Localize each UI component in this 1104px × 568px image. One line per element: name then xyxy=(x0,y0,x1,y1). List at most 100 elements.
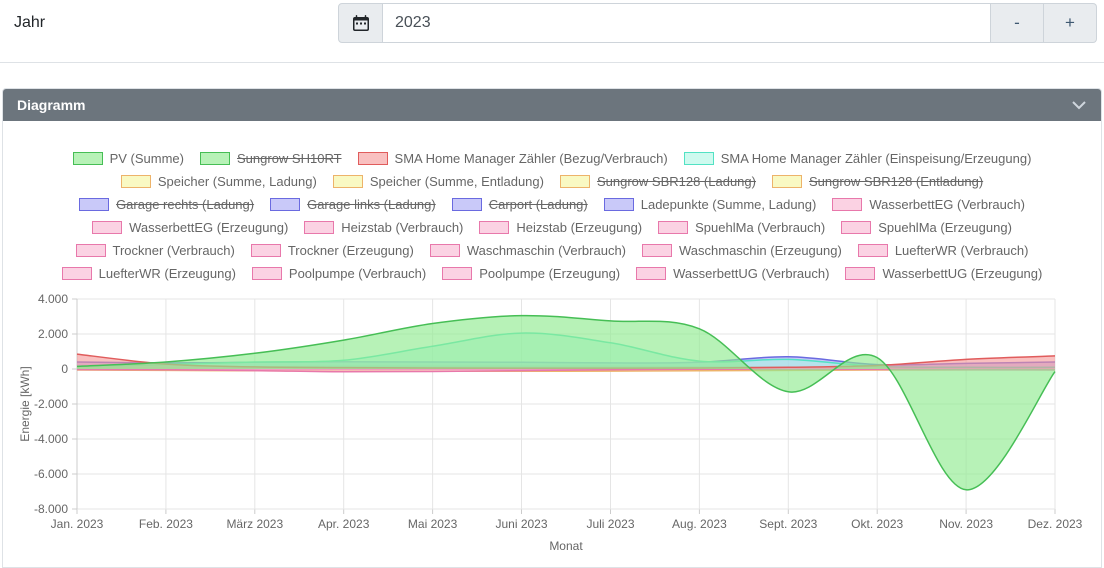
legend-item-label: Waschmaschin (Erzeugung) xyxy=(679,243,842,258)
legend-item-label: Trockner (Verbrauch) xyxy=(112,243,235,258)
legend-swatch-icon xyxy=(251,267,282,280)
legend-item-label: WasserbettUG (Erzeugung) xyxy=(882,266,1043,281)
year-input[interactable] xyxy=(383,3,991,43)
chart-legend: PV (Summe) Sungrow SH10RT SMA Home Manag… xyxy=(22,121,1082,285)
legend-item[interactable]: Garage links (Ladung) xyxy=(270,197,436,212)
diagram-panel-body: PV (Summe) Sungrow SH10RT SMA Home Manag… xyxy=(3,121,1101,553)
legend-item-label: Waschmaschin (Verbrauch) xyxy=(466,243,626,258)
legend-item[interactable]: Trockner (Erzeugung) xyxy=(250,243,414,258)
legend-item[interactable]: WasserbettEG (Erzeugung) xyxy=(92,220,288,235)
legend-item-label: Garage rechts (Ladung) xyxy=(116,197,255,212)
legend-item[interactable]: Speicher (Summe, Entladung) xyxy=(332,174,544,189)
legend-swatch-icon xyxy=(832,198,863,211)
legend-item[interactable]: Sungrow SBR128 (Entladung) xyxy=(771,174,984,189)
legend-swatch-icon xyxy=(429,244,460,257)
svg-text:Juni 2023: Juni 2023 xyxy=(495,517,547,531)
legend-item-label: Sungrow SH10RT xyxy=(237,151,342,166)
legend-item-label: Carport (Ladung) xyxy=(488,197,588,212)
legend-item[interactable]: SpuehlMa (Verbrauch) xyxy=(658,220,825,235)
legend-item[interactable]: Carport (Ladung) xyxy=(451,197,588,212)
legend-swatch-icon xyxy=(61,267,92,280)
legend-swatch-icon xyxy=(451,198,482,211)
legend-swatch-icon xyxy=(79,198,110,211)
legend-item[interactable]: SMA Home Manager Zähler (Bezug/Verbrauch… xyxy=(357,151,668,166)
legend-item[interactable]: Sungrow SBR128 (Ladung) xyxy=(559,174,756,189)
svg-text:Jan. 2023: Jan. 2023 xyxy=(51,517,104,531)
svg-text:Nov. 2023: Nov. 2023 xyxy=(939,517,993,531)
year-input-group: - + xyxy=(338,3,1097,43)
legend-swatch-icon xyxy=(845,267,876,280)
legend-swatch-icon xyxy=(771,175,802,188)
legend-item[interactable]: SpuehlMa (Erzeugung) xyxy=(841,220,1012,235)
legend-swatch-icon xyxy=(479,221,510,234)
legend-swatch-icon xyxy=(658,221,689,234)
svg-text:-6.000: -6.000 xyxy=(34,467,68,481)
legend-item-label: WasserbettEG (Verbrauch) xyxy=(869,197,1025,212)
legend-item[interactable]: Heizstab (Erzeugung) xyxy=(479,220,642,235)
svg-text:Okt. 2023: Okt. 2023 xyxy=(851,517,903,531)
svg-text:Juli 2023: Juli 2023 xyxy=(586,517,634,531)
legend-swatch-icon xyxy=(357,152,388,165)
legend-item[interactable]: LuefterWR (Verbrauch) xyxy=(857,243,1029,258)
legend-item[interactable]: Waschmaschin (Erzeugung) xyxy=(642,243,842,258)
calendar-addon xyxy=(338,3,383,43)
legend-item[interactable]: Poolpumpe (Erzeugung) xyxy=(442,266,620,281)
legend-swatch-icon xyxy=(636,267,667,280)
legend-item[interactable]: PV (Summe) xyxy=(72,151,184,166)
legend-swatch-icon xyxy=(120,175,151,188)
svg-text:Sept. 2023: Sept. 2023 xyxy=(759,517,817,531)
legend-item[interactable]: Speicher (Summe, Ladung) xyxy=(120,174,317,189)
diagram-panel-header[interactable]: Diagramm xyxy=(3,89,1101,121)
year-decrement-button[interactable]: - xyxy=(991,3,1044,43)
legend-swatch-icon xyxy=(603,198,634,211)
year-increment-button[interactable]: + xyxy=(1044,3,1097,43)
legend-item[interactable]: WasserbettUG (Erzeugung) xyxy=(845,266,1042,281)
legend-item[interactable]: WasserbettUG (Verbrauch) xyxy=(636,266,829,281)
svg-text:Monat: Monat xyxy=(549,539,583,553)
svg-text:0: 0 xyxy=(61,362,68,376)
legend-swatch-icon xyxy=(304,221,335,234)
legend-item-label: Sungrow SBR128 (Entladung) xyxy=(808,174,984,189)
legend-swatch-icon xyxy=(841,221,872,234)
svg-text:-8.000: -8.000 xyxy=(34,502,68,516)
legend-swatch-icon xyxy=(332,175,363,188)
legend-item-label: WasserbettEG (Erzeugung) xyxy=(129,220,289,235)
legend-item[interactable]: WasserbettEG (Verbrauch) xyxy=(832,197,1025,212)
legend-item[interactable]: LuefterWR (Erzeugung) xyxy=(61,266,236,281)
legend-item[interactable]: SMA Home Manager Zähler (Einspeisung/Erz… xyxy=(683,151,1031,166)
legend-item-label: SpuehlMa (Verbrauch) xyxy=(695,220,826,235)
legend-item[interactable]: Trockner (Verbrauch) xyxy=(75,243,235,258)
legend-item-label: Speicher (Summe, Entladung) xyxy=(369,174,544,189)
legend-item[interactable]: Garage rechts (Ladung) xyxy=(79,197,254,212)
legend-swatch-icon xyxy=(92,221,123,234)
svg-text:2.000: 2.000 xyxy=(38,327,68,341)
legend-item-label: Heizstab (Verbrauch) xyxy=(341,220,464,235)
legend-item-label: Garage links (Ladung) xyxy=(307,197,436,212)
legend-item[interactable]: Waschmaschin (Verbrauch) xyxy=(429,243,626,258)
legend-item[interactable]: Ladepunkte (Summe, Ladung) xyxy=(603,197,816,212)
legend-item[interactable]: Poolpumpe (Verbrauch) xyxy=(251,266,427,281)
energy-chart[interactable]: Jan. 2023 Feb. 2023 März 2023 Apr. 2023 Mai … xyxy=(15,291,1089,553)
legend-item-label: Poolpumpe (Verbrauch) xyxy=(288,266,427,281)
legend-item[interactable]: Heizstab (Verbrauch) xyxy=(304,220,463,235)
legend-item-label: SpuehlMa (Erzeugung) xyxy=(878,220,1012,235)
chevron-down-icon[interactable] xyxy=(1071,100,1087,110)
svg-text:4.000: 4.000 xyxy=(38,292,68,306)
year-label: Jahr xyxy=(14,14,46,31)
legend-swatch-icon xyxy=(250,244,281,257)
svg-text:Feb. 2023: Feb. 2023 xyxy=(139,517,193,531)
legend-item-label: LuefterWR (Erzeugung) xyxy=(98,266,236,281)
legend-item-label: PV (Summe) xyxy=(109,151,184,166)
svg-text:Apr. 2023: Apr. 2023 xyxy=(318,517,370,531)
legend-item-label: LuefterWR (Verbrauch) xyxy=(894,243,1029,258)
svg-text:-2.000: -2.000 xyxy=(34,397,68,411)
calendar-icon xyxy=(352,15,369,31)
legend-swatch-icon xyxy=(642,244,672,257)
svg-text:März 2023: März 2023 xyxy=(226,517,283,531)
year-form-row: Jahr - + xyxy=(0,0,1104,43)
legend-swatch-icon xyxy=(200,152,230,165)
legend-swatch-icon xyxy=(857,244,888,257)
legend-item-label: Sungrow SBR128 (Ladung) xyxy=(596,174,756,189)
svg-text:Mai 2023: Mai 2023 xyxy=(408,517,458,531)
legend-item[interactable]: Sungrow SH10RT xyxy=(200,151,342,166)
